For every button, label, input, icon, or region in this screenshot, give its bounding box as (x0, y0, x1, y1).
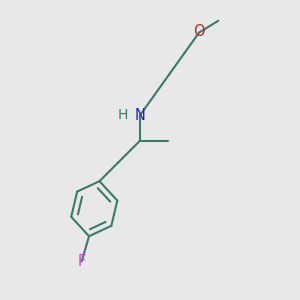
Text: N: N (134, 108, 145, 123)
Text: H: H (117, 108, 128, 122)
Text: O: O (193, 24, 205, 39)
Text: F: F (77, 254, 86, 269)
